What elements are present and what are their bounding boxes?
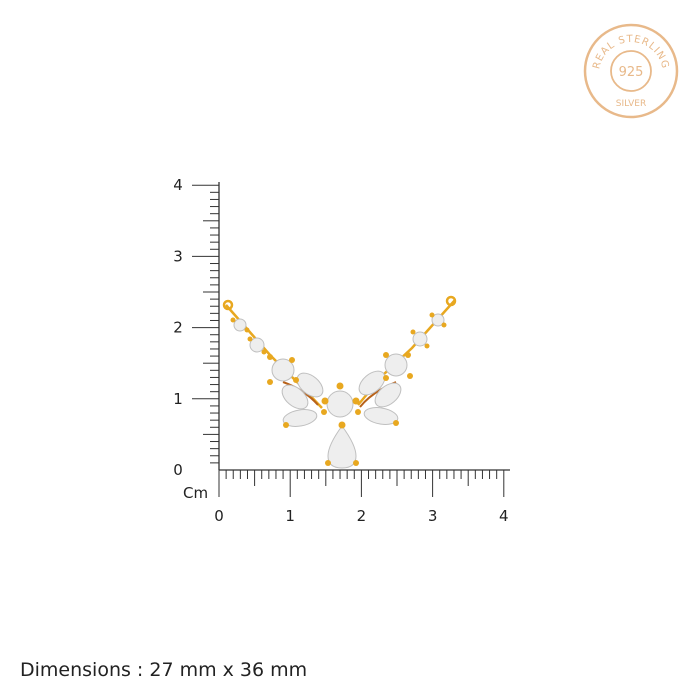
dimensions-caption: Dimensions : 27 mm x 36 mm — [20, 659, 308, 681]
ruler: 0 1 2 3 4 0 1 2 3 4 — [173, 176, 510, 525]
pendant-image — [222, 295, 457, 469]
y-tick-label: 0 — [173, 461, 183, 479]
sterling-silver-seal: REAL STERLING 925 SILVER — [583, 23, 679, 119]
x-tick-label: 4 — [499, 507, 509, 525]
y-tick-label: 1 — [173, 390, 183, 408]
y-tick-label: 3 — [173, 247, 183, 265]
x-tick-label: 1 — [285, 507, 295, 525]
y-tick-label: 4 — [173, 176, 183, 194]
seal-center-text: 925 — [619, 65, 644, 80]
x-tick-label: 0 — [214, 507, 224, 525]
unit-label: Cm — [183, 484, 208, 502]
x-tick-label: 2 — [357, 507, 367, 525]
x-tick-label: 3 — [428, 507, 438, 525]
y-tick-label: 2 — [173, 319, 183, 337]
seal-bottom-text: SILVER — [616, 99, 647, 109]
